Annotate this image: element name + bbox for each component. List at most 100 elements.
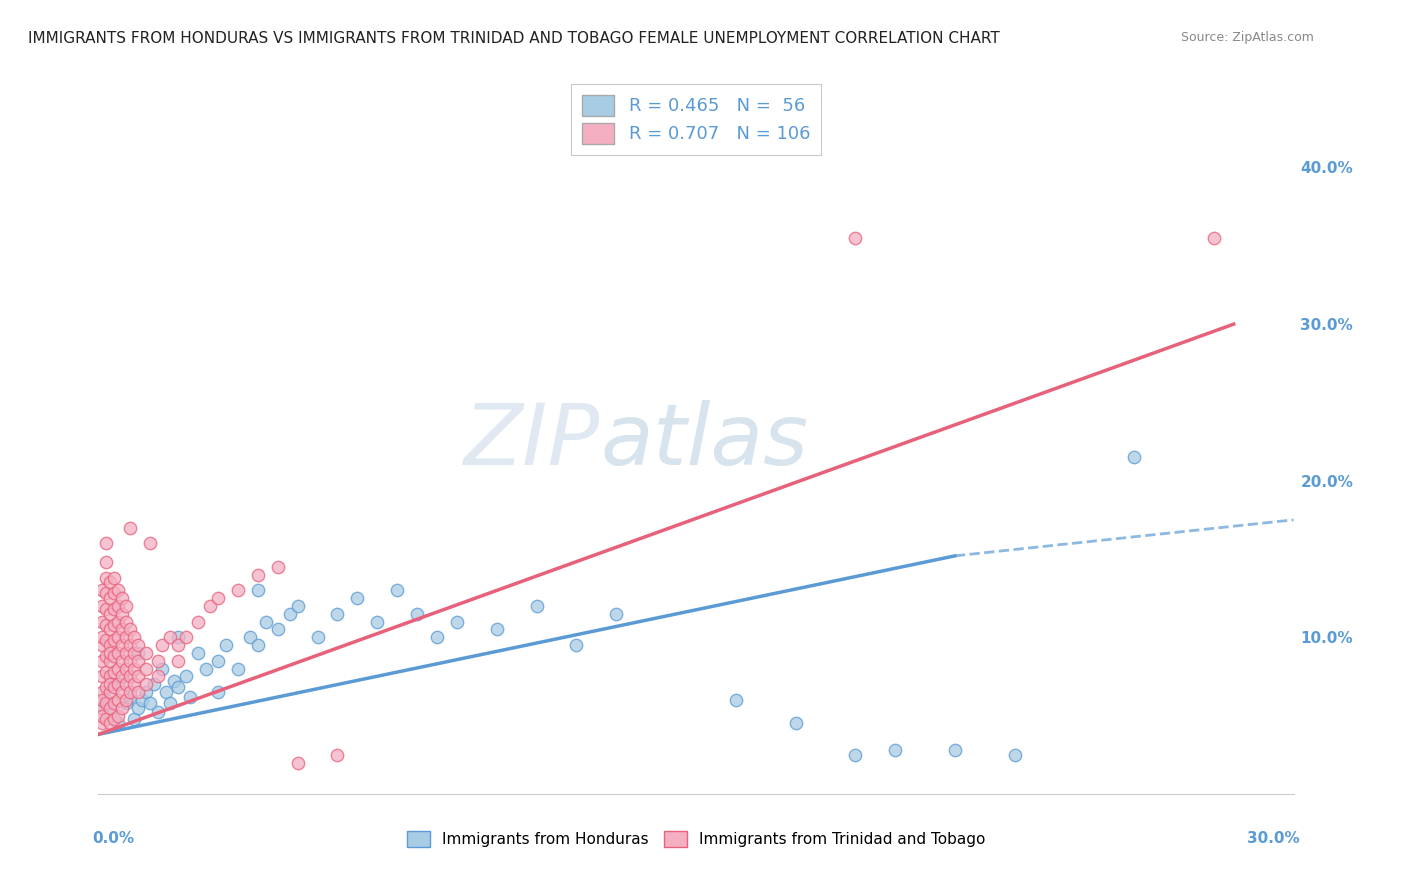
Point [111, 654, 134, 668]
Text: 30.0%: 30.0% [1247, 831, 1299, 847]
Point [267, 559, 290, 574]
Point [135, 685, 157, 699]
Point [943, 743, 966, 757]
Point [124, 630, 146, 644]
Point [107, 646, 129, 660]
Text: IMMIGRANTS FROM HONDURAS VS IMMIGRANTS FROM TRINIDAD AND TOBAGO FEMALE UNEMPLOYM: IMMIGRANTS FROM HONDURAS VS IMMIGRANTS F… [28, 31, 1000, 46]
Point [159, 630, 181, 644]
Point [96, 665, 118, 679]
Point [139, 696, 162, 710]
Point [267, 623, 290, 637]
Point [107, 599, 129, 613]
Point [326, 607, 349, 621]
Point [148, 654, 170, 668]
Text: ZIP: ZIP [464, 400, 600, 483]
Point [167, 638, 190, 652]
Point [446, 615, 468, 629]
Point [91, 700, 114, 714]
Point [91, 685, 114, 699]
Point [91, 599, 114, 613]
Point [844, 231, 866, 245]
Point [148, 706, 170, 720]
Point [91, 700, 114, 714]
Point [91, 583, 114, 598]
Point [884, 743, 907, 757]
Point [96, 617, 118, 632]
Point [120, 654, 142, 668]
Point [111, 607, 134, 621]
Point [98, 623, 122, 637]
Point [98, 607, 122, 621]
Point [167, 681, 190, 695]
Point [91, 716, 114, 731]
Point [107, 662, 129, 676]
Point [844, 747, 866, 762]
Point [96, 712, 118, 726]
Point [127, 700, 149, 714]
Point [96, 649, 118, 664]
Point [127, 669, 149, 683]
Point [98, 706, 122, 720]
Point [96, 586, 118, 600]
Point [174, 669, 197, 683]
Point [207, 591, 229, 606]
Point [127, 638, 149, 652]
Point [307, 630, 329, 644]
Point [207, 654, 229, 668]
Point [366, 615, 388, 629]
Point [485, 623, 508, 637]
Point [98, 638, 122, 652]
Point [103, 633, 125, 648]
Point [98, 677, 122, 691]
Point [406, 607, 429, 621]
Point [187, 615, 209, 629]
Point [91, 708, 114, 723]
Point [246, 583, 269, 598]
Point [198, 599, 221, 613]
Point [103, 602, 125, 616]
Point [724, 693, 747, 707]
Point [103, 696, 125, 710]
Point [96, 633, 118, 648]
Point [96, 693, 118, 707]
Point [103, 712, 125, 726]
Point [148, 669, 170, 683]
Point [98, 685, 122, 699]
Point [91, 630, 114, 644]
Point [124, 662, 146, 676]
Point [96, 571, 118, 585]
Point [174, 630, 197, 644]
Point [96, 536, 118, 550]
Point [326, 747, 349, 762]
Point [115, 615, 138, 629]
Point [98, 575, 122, 590]
Point [111, 669, 134, 683]
Point [103, 649, 125, 664]
Point [115, 646, 138, 660]
Point [115, 696, 138, 710]
Point [120, 638, 142, 652]
Point [179, 690, 201, 704]
Point [115, 630, 138, 644]
Point [107, 693, 129, 707]
Point [155, 685, 177, 699]
Point [135, 662, 157, 676]
Point [139, 536, 162, 550]
Point [111, 669, 134, 683]
Point [239, 630, 262, 644]
Point [1123, 450, 1146, 465]
Point [115, 677, 138, 691]
Point [107, 708, 129, 723]
Point [120, 669, 142, 683]
Text: atlas: atlas [600, 400, 808, 483]
Point [127, 654, 149, 668]
Point [91, 615, 114, 629]
Point [111, 685, 134, 699]
Point [120, 685, 142, 699]
Point [246, 638, 269, 652]
Point [159, 696, 181, 710]
Point [107, 630, 129, 644]
Point [226, 583, 249, 598]
Point [246, 567, 269, 582]
Point [96, 681, 118, 695]
